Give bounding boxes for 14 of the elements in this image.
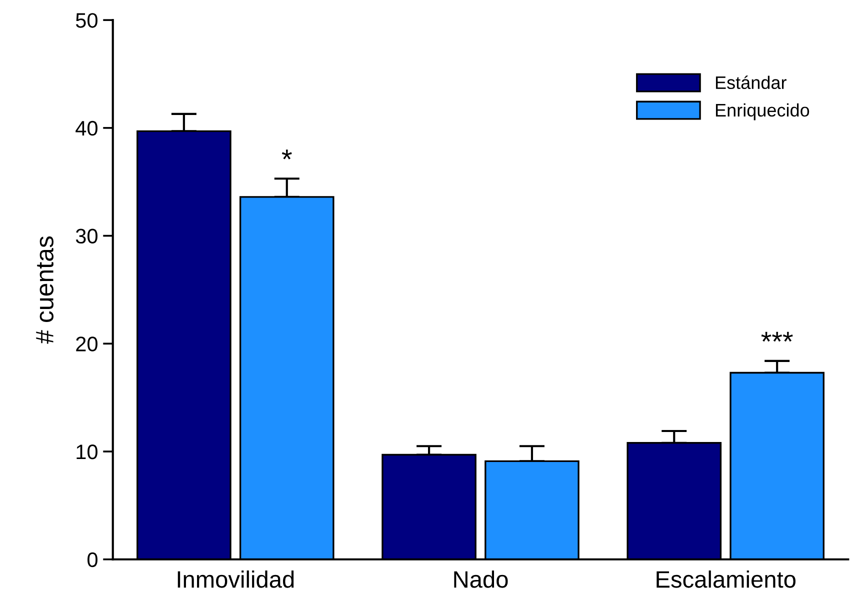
y-tick-label: 20 xyxy=(76,336,98,352)
y-tick-label: 50 xyxy=(76,13,98,28)
y-tick-label: 30 xyxy=(76,228,98,244)
x-tick-label: Inmovilidad xyxy=(178,570,294,588)
annotation: *** xyxy=(761,332,793,342)
y-axis-title: # cuentas xyxy=(36,236,54,344)
annotation: * xyxy=(282,150,292,160)
x-tick-label: Nado xyxy=(454,570,508,588)
y-tick-label: 40 xyxy=(76,120,98,136)
legend-label: Estándar xyxy=(716,76,786,90)
x-tick-label: Escalamiento xyxy=(656,570,796,588)
y-tick-label: 10 xyxy=(76,444,98,460)
legend-label: Enriquecido xyxy=(716,103,810,120)
y-tick-label: 0 xyxy=(88,552,98,568)
